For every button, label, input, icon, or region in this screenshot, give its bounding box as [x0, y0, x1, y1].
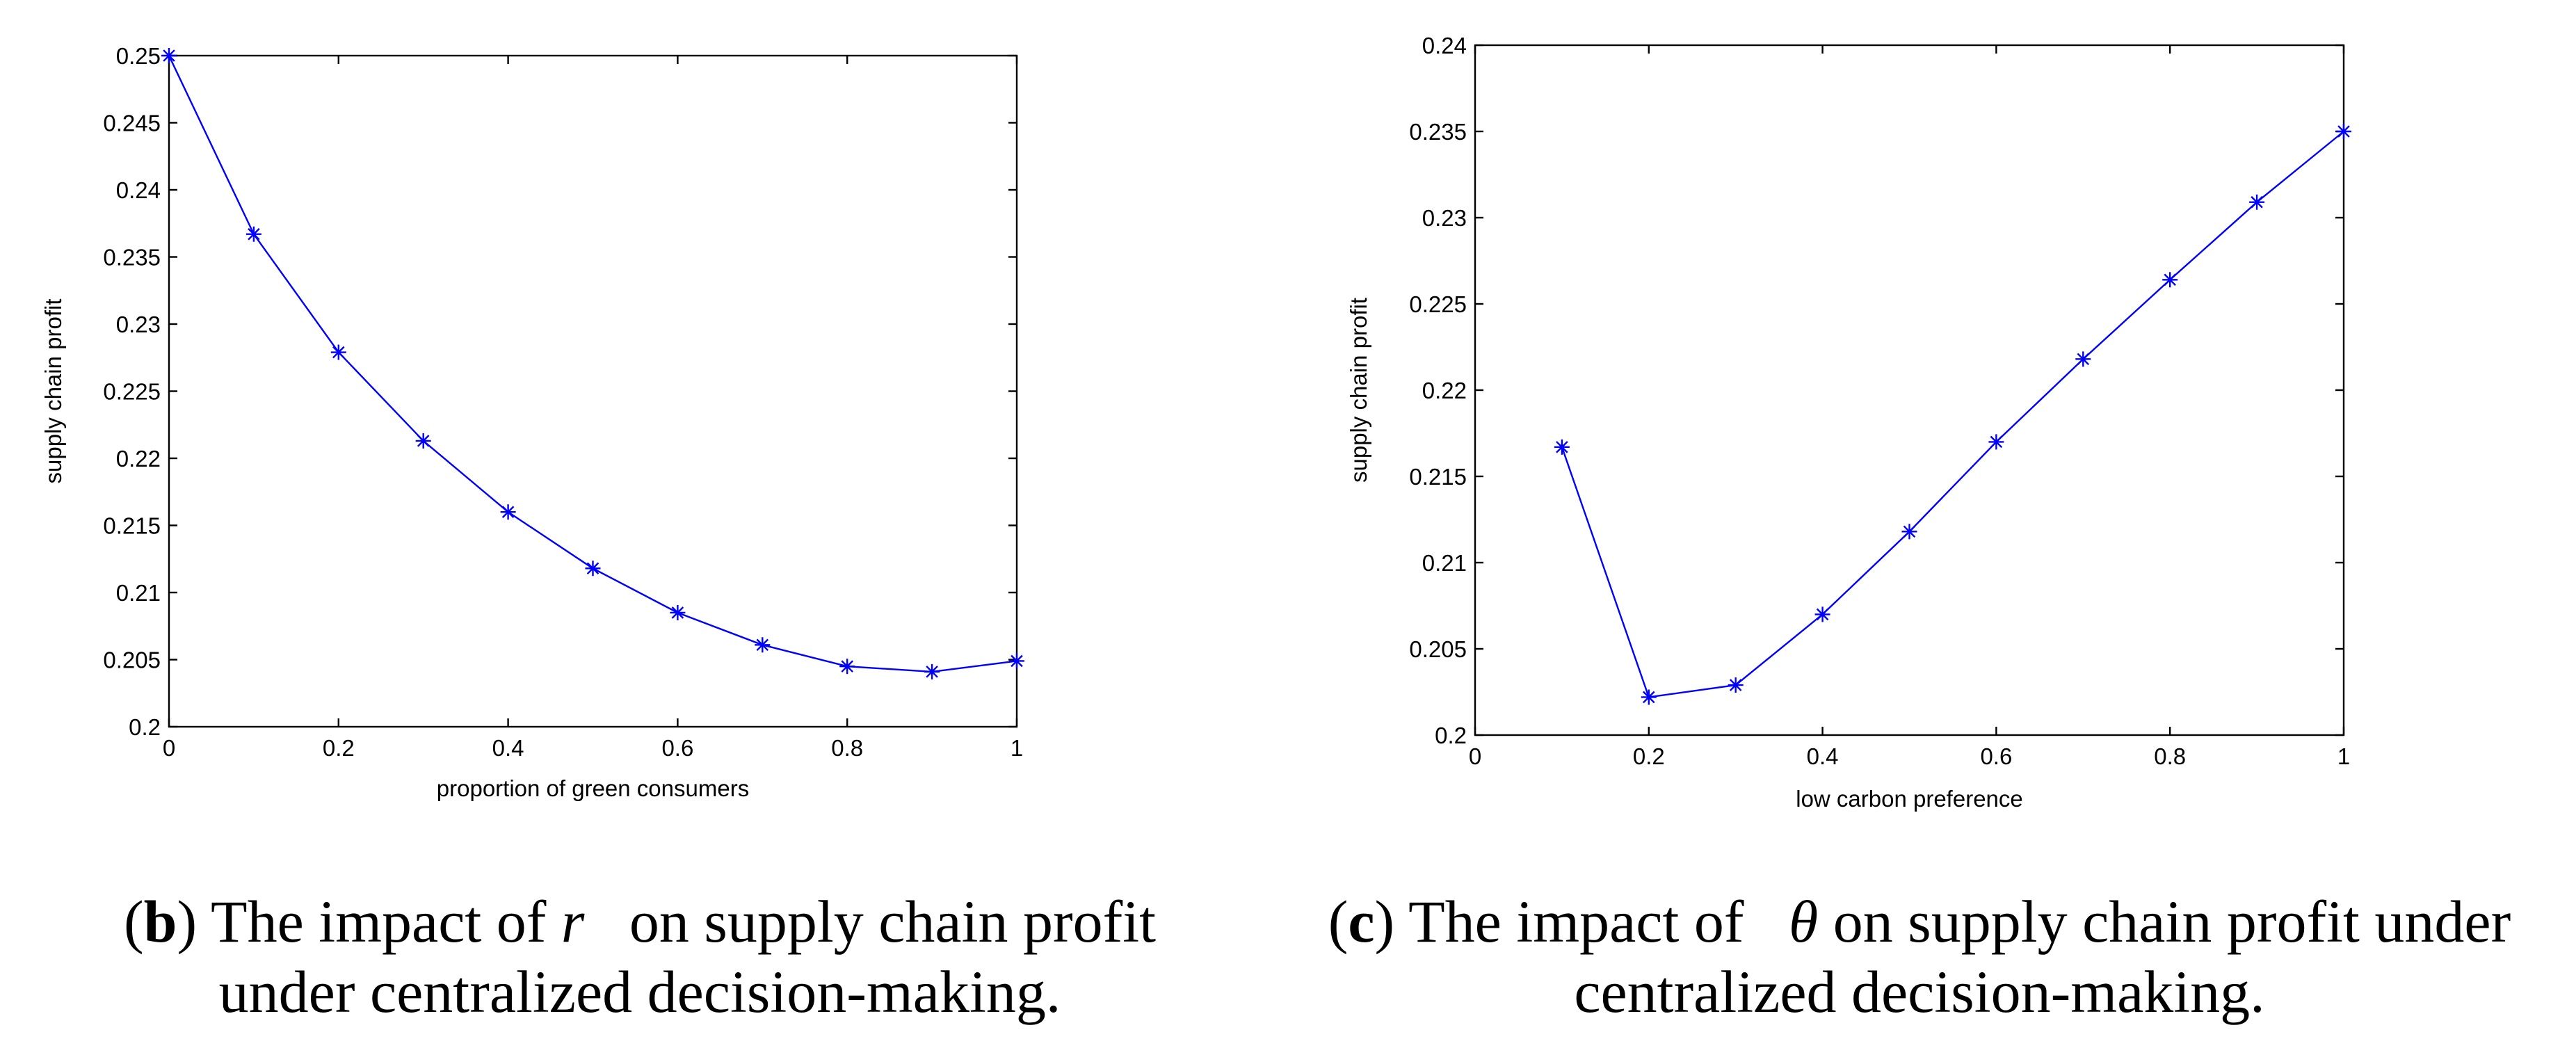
data-point-c	[2075, 351, 2091, 367]
axes-frame-c	[1474, 44, 2345, 736]
x-tick-label-c: 0.2	[1633, 743, 1665, 769]
data-point-c	[1554, 439, 1570, 455]
caption-b-symbol: r	[561, 888, 585, 955]
data-point-b	[755, 637, 771, 653]
y-tick-label-c: 0.205	[1409, 636, 1467, 662]
y-tick-label-c: 0.23	[1422, 205, 1467, 231]
y-tick-label-b: 0.23	[116, 312, 161, 337]
x-tick-label-b: 0.4	[492, 735, 524, 761]
data-point-c	[1641, 689, 1657, 705]
caption-c-text-after: on supply chain profit under	[1818, 888, 2511, 955]
data-point-c	[1988, 434, 2004, 450]
axes-frame-b	[168, 54, 1018, 728]
data-point-b	[585, 561, 601, 577]
y-tick-label-c: 0.235	[1409, 119, 1467, 145]
caption-b-text-before: The impact of	[211, 888, 561, 955]
data-point-c	[1814, 606, 1830, 622]
data-point-b	[500, 504, 516, 520]
caption-c: (c) The impact of θ on supply chain prof…	[1273, 887, 2566, 1028]
y-axis-label-b: supply chain profit	[40, 299, 66, 484]
plot-b: 0 0.2 0.4 0.6 0.8 10.20.2050.210.2150.220.225…	[40, 43, 1024, 801]
caption-c-line1: (c) The impact of θ on supply chain prof…	[1328, 888, 2511, 955]
y-axis-label-c: supply chain profit	[1346, 298, 1371, 483]
x-tick-label-c: 0	[1469, 743, 1481, 769]
y-tick-label-c: 0.2	[1435, 723, 1467, 748]
y-tick-label-b: 0.21	[116, 580, 161, 606]
series-line-c	[1561, 131, 2344, 698]
data-point-b	[161, 48, 177, 63]
data-point-c	[1728, 677, 1744, 693]
x-tick-label-c: 0.4	[1807, 743, 1839, 769]
x-tick-label-b: 1	[1011, 735, 1023, 761]
y-tick-label-b: 0.245	[103, 111, 161, 136]
x-tick-label-b: 0.2	[323, 735, 355, 761]
y-tick-label-b: 0.24	[116, 177, 161, 203]
data-point-b	[1009, 653, 1024, 669]
y-tick-label-c: 0.215	[1409, 464, 1467, 490]
plot-c: 0 0.2 0.4 0.6 0.8 10.20.2050.210.2150.220.225…	[1346, 33, 2351, 812]
y-tick-label-b: 0.215	[103, 513, 161, 539]
data-point-b	[330, 344, 346, 360]
y-tick-label-b: 0.22	[116, 446, 161, 472]
data-point-b	[415, 433, 431, 449]
data-point-c	[1901, 524, 1917, 540]
data-point-b	[245, 226, 261, 242]
caption-b: (b) The impact of r on supply chain prof…	[56, 887, 1224, 1028]
data-point-b	[670, 604, 686, 620]
caption-b-line2: under centralized decision-making.	[218, 958, 1061, 1026]
x-tick-label-b: 0	[163, 735, 175, 761]
caption-c-text-before: The impact of	[1408, 888, 1789, 955]
caption-b-letter: b	[143, 888, 177, 955]
caption-c-line2: centralized decision-making.	[1574, 958, 2265, 1026]
data-point-b	[839, 659, 855, 675]
data-point-b	[924, 663, 940, 679]
x-tick-label-c: 0.6	[1980, 743, 2012, 769]
caption-b-line1: (b) The impact of r on supply chain prof…	[123, 888, 1157, 955]
data-point-c	[2162, 272, 2178, 288]
x-axis-label-b: proportion of green consumers	[437, 775, 749, 801]
data-point-c	[2249, 194, 2265, 210]
x-tick-label-b: 0.6	[661, 735, 693, 761]
data-point-c	[2336, 124, 2351, 139]
caption-c-symbol: θ	[1789, 888, 1819, 955]
y-tick-label-c: 0.24	[1422, 33, 1467, 58]
y-tick-label-b: 0.235	[103, 245, 161, 271]
y-tick-label-c: 0.21	[1422, 550, 1467, 576]
x-tick-label-c: 1	[2337, 743, 2350, 769]
y-tick-label-b: 0.225	[103, 379, 161, 405]
y-tick-label-b: 0.2	[129, 714, 161, 740]
y-tick-label-c: 0.225	[1409, 291, 1467, 317]
y-tick-label-c: 0.22	[1422, 378, 1467, 403]
series-line-b	[168, 55, 1017, 673]
x-tick-label-c: 0.8	[2154, 743, 2186, 769]
x-tick-label-b: 0.8	[831, 735, 863, 761]
y-tick-label-b: 0.205	[103, 647, 161, 673]
caption-b-text-after: on supply chain profit	[584, 888, 1157, 955]
caption-c-letter: c	[1348, 888, 1375, 955]
x-axis-label-c: low carbon preference	[1796, 786, 2023, 812]
y-tick-label-b: 0.25	[116, 43, 161, 69]
